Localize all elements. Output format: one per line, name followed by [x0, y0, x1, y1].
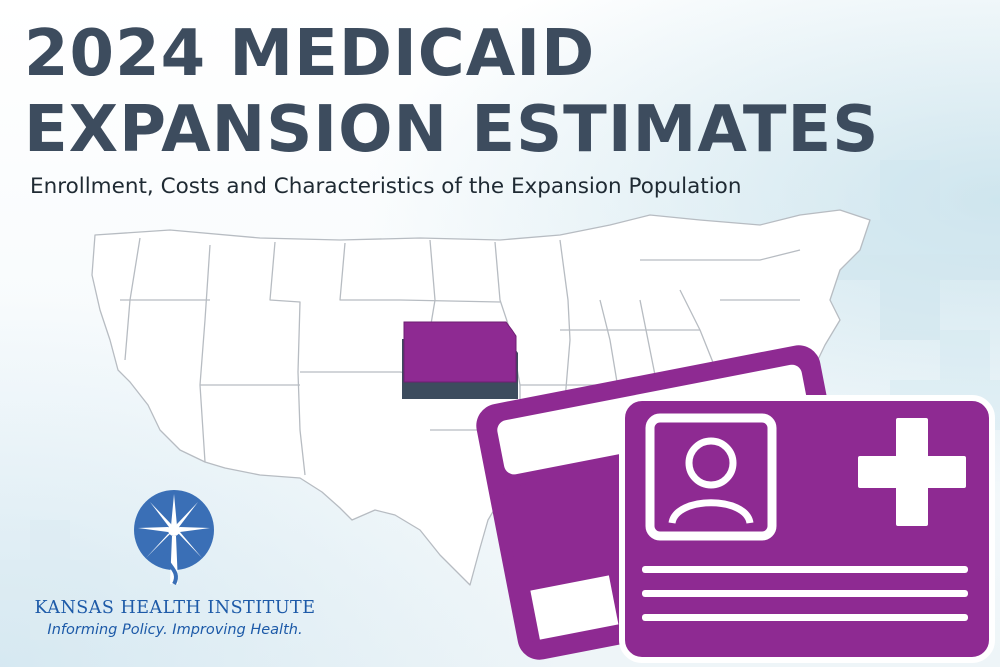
title-line-2: EXPANSION ESTIMATES — [24, 93, 880, 167]
subtitle: Enrollment, Costs and Characteristics of… — [30, 174, 742, 199]
starburst-logo-icon — [134, 490, 214, 585]
org-tagline: Informing Policy. Improving Health. — [47, 622, 303, 638]
title-line-1: 2024 MEDICAID — [24, 17, 596, 91]
front-card-icon — [619, 395, 995, 663]
org-name: KANSAS HEALTH INSTITUTE — [34, 598, 316, 618]
page-title: 2024 MEDICAID EXPANSION ESTIMATES — [24, 16, 879, 168]
kansas-state-shape — [402, 321, 518, 399]
